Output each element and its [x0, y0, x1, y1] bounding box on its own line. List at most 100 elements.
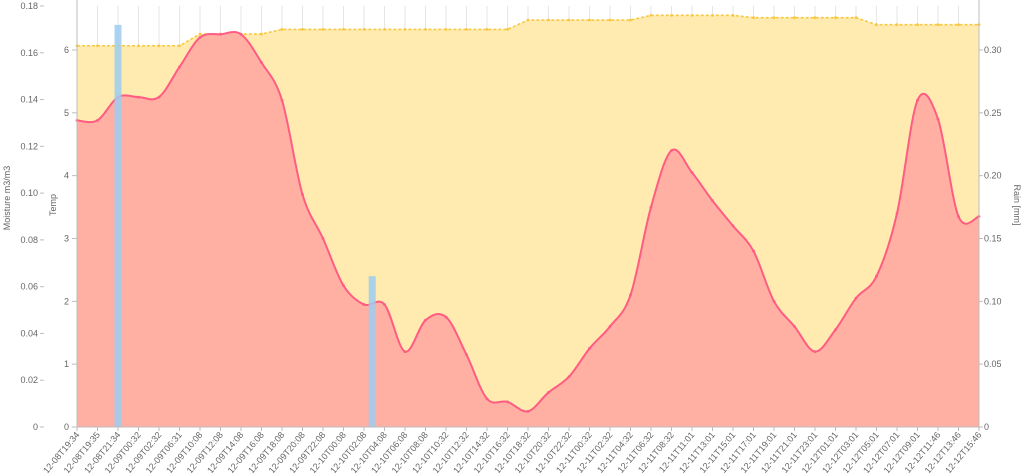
moisture-point: [260, 32, 263, 36]
moisture-tick-label: 0.08: [20, 235, 38, 245]
rain-bar: [114, 24, 122, 428]
temp-tick-label: 4: [64, 171, 69, 181]
temp-point: [506, 400, 509, 404]
temp-point: [670, 149, 673, 152]
temp-point: [608, 325, 612, 328]
temp-point: [137, 95, 140, 99]
moisture-point: [813, 16, 817, 20]
moisture-point: [444, 27, 448, 31]
moisture-point: [567, 18, 571, 22]
moisture-tick-label: 0.16: [20, 48, 38, 58]
temp-point: [178, 65, 181, 69]
temp-point: [321, 237, 325, 240]
temp-point: [711, 199, 714, 203]
temp-point: [403, 350, 407, 353]
temp-point: [854, 296, 858, 300]
moisture-point: [731, 13, 735, 17]
moisture-point: [629, 18, 632, 22]
moisture-axis-title: Moisture m3/m3: [2, 166, 12, 231]
temp-point: [219, 32, 222, 36]
moisture-point: [362, 27, 366, 31]
moisture-point: [752, 16, 755, 20]
moisture-point: [793, 16, 796, 20]
moisture-point: [301, 27, 304, 31]
temp-point: [772, 299, 776, 303]
moisture-point: [96, 44, 99, 48]
temp-point: [875, 274, 878, 278]
moisture-tick-label: 0.18: [20, 1, 38, 11]
temp-point: [731, 224, 735, 228]
moisture-point: [834, 16, 837, 20]
moisture-point: [649, 13, 653, 17]
moisture-tick-label: 0.02: [20, 375, 38, 385]
temp-point: [567, 375, 571, 379]
temp-point: [383, 303, 386, 306]
rain-tick-label: 0: [984, 422, 989, 432]
moisture-tick-label: 0.12: [20, 141, 38, 151]
moisture-point: [608, 18, 612, 22]
rain-tick-label: 0.05: [984, 359, 1002, 369]
moisture-point: [403, 27, 407, 31]
moisture-tick-label: 0.14: [20, 95, 38, 105]
temp-point: [834, 328, 837, 332]
temp-series: [75, 31, 981, 427]
moisture-point: [198, 32, 202, 36]
temp-line: [76, 31, 980, 413]
temp-point: [362, 303, 366, 306]
temp-axis-ticks: 0 1 2 3 4 5 6: [64, 45, 77, 432]
rain-bar: [368, 276, 376, 427]
moisture-point: [137, 44, 140, 48]
rain-tick-label: 0.10: [984, 296, 1002, 306]
temp-point: [239, 32, 243, 36]
moisture-point: [670, 13, 673, 17]
moisture-point: [875, 23, 878, 27]
temp-point: [752, 249, 755, 253]
moisture-point: [588, 18, 591, 22]
rain-tick-label: 0.20: [984, 171, 1002, 181]
temp-tick-label: 5: [64, 108, 69, 118]
temp-point: [895, 211, 899, 215]
moisture-point: [772, 16, 776, 20]
moisture-point: [711, 13, 714, 17]
temp-point: [649, 205, 653, 209]
temp-point: [444, 315, 448, 319]
moisture-point: [957, 23, 960, 27]
moisture-point: [895, 23, 899, 27]
moisture-tick-label: 0: [33, 422, 38, 432]
temp-point: [957, 215, 960, 218]
temp-point: [690, 171, 694, 174]
rain-tick-label: 0.25: [984, 108, 1002, 118]
moisture-point: [485, 27, 489, 31]
temp-point: [301, 193, 304, 196]
temp-point: [198, 36, 202, 39]
temp-point: [793, 325, 796, 328]
temp-tick-label: 6: [64, 45, 69, 55]
moisture-point: [936, 23, 940, 27]
temp-tick-label: 1: [64, 359, 69, 369]
moisture-point: [178, 44, 181, 48]
rain-series: [114, 24, 376, 428]
moisture-tick-label: 0.06: [20, 282, 38, 292]
moisture-point: [342, 27, 345, 31]
temp-point: [96, 118, 99, 122]
temp-point: [813, 350, 817, 353]
temp-point: [260, 61, 263, 64]
rain-tick-label: 0.15: [984, 233, 1002, 243]
rain-axis-title: Rain [mm]: [1012, 184, 1022, 225]
moisture-point: [280, 27, 284, 31]
temp-point: [936, 117, 940, 121]
temp-point: [157, 95, 161, 99]
moisture-tick-label: 0.04: [20, 328, 38, 338]
temp-axis-title: Temp: [48, 194, 58, 216]
moisture-point: [506, 27, 509, 31]
temp-point: [424, 318, 427, 322]
temp-point: [547, 391, 550, 394]
temp-point: [916, 98, 919, 102]
x-axis-ticks: 12-08T19:3412-08T19:3512-08T21:3412-09T0…: [41, 427, 984, 473]
temp-point: [342, 284, 345, 288]
temp-point: [465, 353, 468, 357]
moisture-point: [854, 16, 858, 20]
temp-point: [588, 347, 591, 350]
moisture-point: [547, 18, 550, 22]
